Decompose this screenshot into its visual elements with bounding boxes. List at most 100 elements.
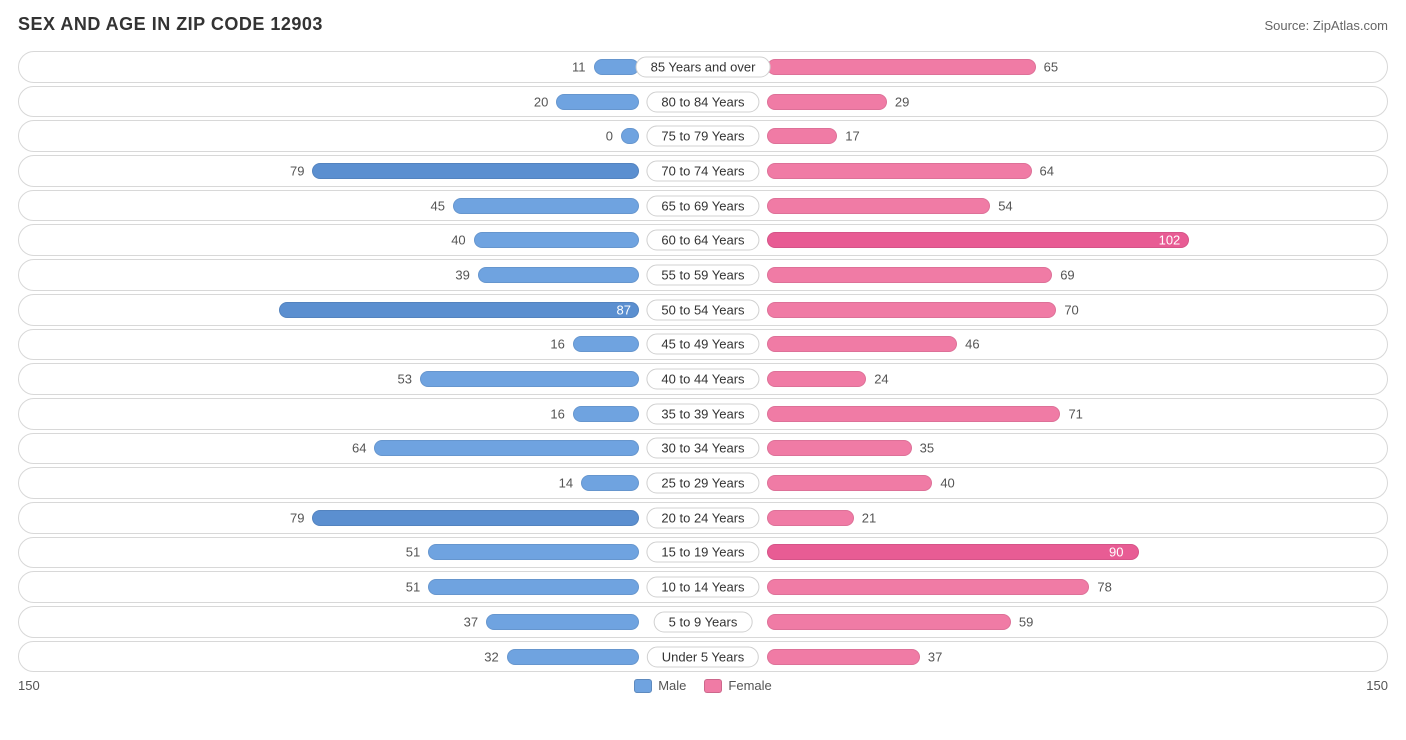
male-bar [478, 267, 639, 283]
legend: Male Female [634, 678, 772, 693]
table-row: 16 46 45 to 49 Years [18, 329, 1388, 361]
table-row: 877050 to 54 Years [18, 294, 1388, 326]
male-value: 16 [550, 337, 564, 352]
female-value: 59 [1019, 614, 1033, 629]
male-value: 20 [534, 94, 548, 109]
female-bar [767, 614, 1011, 630]
female-bar [767, 406, 1060, 422]
table-row: 517810 to 14 Years [18, 571, 1388, 603]
male-value: 45 [431, 198, 445, 213]
male-value: 16 [550, 406, 564, 421]
male-bar [312, 510, 639, 526]
table-row: 53 24 40 to 44 Years [18, 363, 1388, 395]
axis-left-label: 150 [18, 678, 40, 693]
male-value: 53 [397, 372, 411, 387]
age-group-label: 60 to 64 Years [646, 230, 759, 251]
male-bar [621, 128, 639, 144]
female-value: 24 [874, 372, 888, 387]
age-group-label: 25 to 29 Years [646, 473, 759, 494]
female-bar [767, 59, 1036, 75]
legend-female-swatch [704, 679, 722, 693]
male-bar [594, 59, 639, 75]
female-bar [767, 302, 1056, 318]
male-bar [474, 232, 639, 248]
female-bar [767, 163, 1032, 179]
female-bar [767, 544, 1139, 560]
female-bar [767, 579, 1089, 595]
female-bar [767, 94, 887, 110]
table-row: 202980 to 84 Years [18, 86, 1388, 118]
table-row: 796470 to 74 Years [18, 155, 1388, 187]
age-group-label: 50 to 54 Years [646, 299, 759, 320]
chart-header: SEX AND AGE IN ZIP CODE 12903 Source: Zi… [18, 14, 1388, 35]
female-bar [767, 267, 1052, 283]
male-value: 51 [406, 580, 420, 595]
chart-title: SEX AND AGE IN ZIP CODE 12903 [18, 14, 323, 35]
female-value: 37 [928, 649, 942, 664]
male-bar [453, 198, 639, 214]
female-value: 46 [965, 337, 979, 352]
male-bar [573, 336, 639, 352]
female-bar [767, 649, 920, 665]
age-group-label: 40 to 44 Years [646, 369, 759, 390]
age-group-label: Under 5 Years [647, 646, 759, 667]
table-row: 167135 to 39 Years [18, 398, 1388, 430]
female-value: 64 [1040, 163, 1054, 178]
female-value: 54 [998, 198, 1012, 213]
female-value: 40 [940, 476, 954, 491]
table-row: 643530 to 34 Years [18, 433, 1388, 465]
table-row: 37 59 5 to 9 Years [18, 606, 1388, 638]
male-value: 32 [484, 649, 498, 664]
chart-footer: 150 Male Female 150 [18, 678, 1388, 693]
male-value: 79 [290, 510, 304, 525]
table-row: 45 54 65 to 69 Years [18, 190, 1388, 222]
male-bar [486, 614, 639, 630]
male-bar [279, 302, 639, 318]
female-bar [767, 475, 932, 491]
male-bar [420, 371, 639, 387]
female-value: 69 [1060, 267, 1074, 282]
female-bar [767, 128, 837, 144]
male-bar [556, 94, 639, 110]
age-group-label: 70 to 74 Years [646, 160, 759, 181]
population-pyramid-chart: 116585 Years and over202980 to 84 Years0… [18, 51, 1388, 672]
male-value: 11 [572, 59, 586, 74]
male-bar [428, 579, 639, 595]
female-value: 90 [1109, 545, 1123, 560]
male-value: 14 [559, 476, 573, 491]
table-row: 40 102 60 to 64 Years [18, 224, 1388, 256]
table-row: 396955 to 59 Years [18, 259, 1388, 291]
female-bar [767, 440, 912, 456]
age-group-label: 5 to 9 Years [654, 611, 753, 632]
age-group-label: 65 to 69 Years [646, 195, 759, 216]
female-value: 70 [1064, 302, 1078, 317]
male-bar [428, 544, 639, 560]
table-row: 01775 to 79 Years [18, 120, 1388, 152]
female-bar [767, 232, 1189, 248]
female-value: 65 [1044, 59, 1058, 74]
age-group-label: 35 to 39 Years [646, 403, 759, 424]
male-value: 51 [406, 545, 420, 560]
chart-source: Source: ZipAtlas.com [1264, 18, 1388, 33]
male-bar [581, 475, 639, 491]
age-group-label: 55 to 59 Years [646, 264, 759, 285]
male-bar [312, 163, 639, 179]
female-bar [767, 510, 854, 526]
female-bar [767, 371, 866, 387]
male-bar [573, 406, 639, 422]
legend-male: Male [634, 678, 686, 693]
legend-male-label: Male [658, 678, 686, 693]
legend-female-label: Female [728, 678, 771, 693]
age-group-label: 20 to 24 Years [646, 507, 759, 528]
age-group-label: 80 to 84 Years [646, 91, 759, 112]
male-value: 37 [464, 614, 478, 629]
male-bar [507, 649, 639, 665]
legend-male-swatch [634, 679, 652, 693]
female-value: 17 [845, 129, 859, 144]
legend-female: Female [704, 678, 771, 693]
age-group-label: 45 to 49 Years [646, 334, 759, 355]
female-value: 102 [1159, 233, 1181, 248]
table-row: 14 40 25 to 29 Years [18, 467, 1388, 499]
male-value: 40 [451, 233, 465, 248]
table-row: 519015 to 19 Years [18, 537, 1388, 569]
